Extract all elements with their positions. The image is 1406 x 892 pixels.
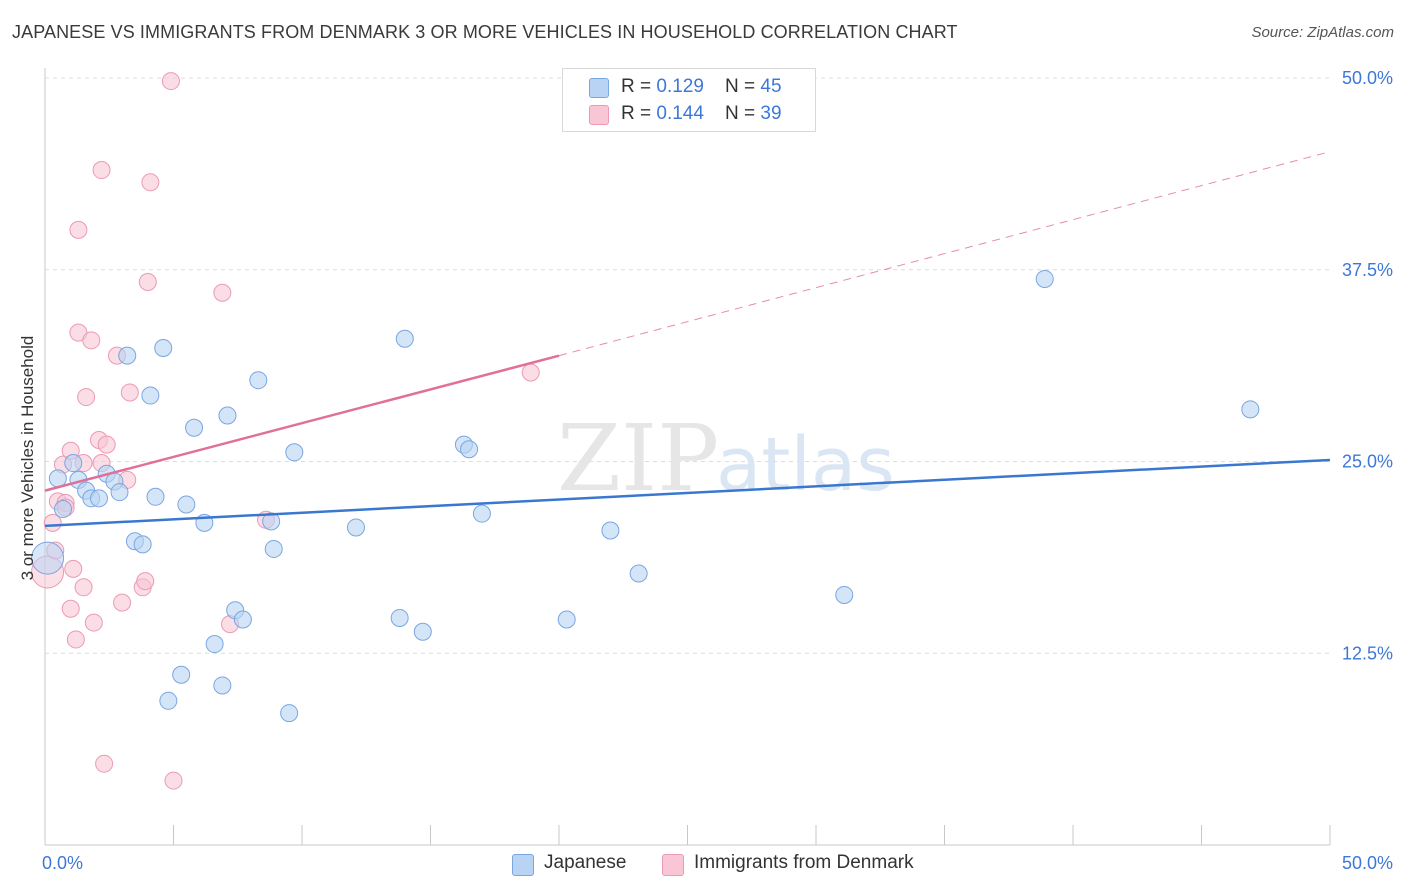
denmark-point-31 — [161, 72, 180, 91]
denmark-point-32 — [164, 771, 183, 790]
denmark-point-8 — [61, 599, 80, 618]
denmark-point-11 — [69, 220, 88, 239]
bottom-legend-swatch-denmark — [662, 854, 684, 876]
japanese-point-42 — [835, 585, 854, 604]
japanese-point-27 — [249, 371, 268, 390]
trend-lines — [44, 151, 1331, 528]
japanese-point-7 — [89, 489, 108, 508]
legend-r-label-denmark: R = — [621, 103, 657, 124]
tick-labels: 12.5% 25.0% 37.5% 50.0% 0.0% 50.0% — [42, 68, 1393, 873]
japanese-point-10 — [110, 483, 129, 502]
correlation-legend: R = 0.129 N = 45 R = 0.144 N = 39 — [562, 68, 816, 132]
axes — [44, 68, 1331, 846]
denmark-trend-line — [44, 354, 560, 492]
denmark-point-17 — [84, 613, 103, 632]
watermark-zip: ZIP — [557, 405, 719, 512]
japanese-point-18 — [172, 665, 191, 684]
legend-n-value-denmark: 39 — [760, 103, 782, 124]
japanese-point-37 — [460, 440, 479, 459]
japanese-point-3 — [64, 454, 83, 473]
legend-n-label-denmark: N = — [725, 103, 761, 124]
source-label: Source: ZipAtlas.com — [1251, 24, 1394, 41]
denmark-point-21 — [95, 754, 114, 773]
denmark-point-36 — [521, 363, 540, 382]
y-tick-label-2: 37.5% — [1342, 260, 1393, 280]
y-tick-label-0: 12.5% — [1342, 643, 1393, 663]
japanese-point-16 — [154, 338, 173, 357]
japanese-point-1 — [48, 469, 67, 488]
japanese-point-13 — [133, 535, 152, 554]
bottom-legend-label-japanese: Japanese — [544, 852, 627, 873]
japanese-point-39 — [557, 610, 576, 629]
denmark-point-15 — [77, 388, 96, 407]
legend-swatch-japanese — [589, 78, 609, 98]
japanese-point-32 — [346, 518, 365, 537]
grid-lines — [45, 77, 1330, 654]
denmark-point-33 — [213, 283, 232, 302]
legend-swatch-denmark — [589, 105, 609, 125]
watermark-atlas: atlas — [716, 422, 895, 508]
japanese-point-17 — [159, 691, 178, 710]
denmark-point-9 — [64, 559, 83, 578]
legend-r-value-denmark: 0.144 — [656, 103, 704, 124]
japanese-point-34 — [395, 329, 414, 348]
japanese-point-23 — [213, 676, 232, 695]
japanese-point-29 — [264, 539, 283, 558]
japanese-point-38 — [472, 504, 491, 523]
japanese-point-44 — [1241, 400, 1260, 419]
japanese-point-14 — [141, 386, 160, 405]
denmark-point-30 — [141, 173, 160, 192]
denmark-point-1 — [43, 513, 62, 532]
x-tick-label-max: 50.0% — [1342, 853, 1393, 873]
denmark-point-22 — [97, 435, 116, 454]
japanese-point-2 — [53, 500, 72, 519]
y-tick-label-3: 50.0% — [1342, 68, 1393, 88]
denmark-points — [31, 72, 540, 790]
denmark-point-24 — [113, 593, 132, 612]
japanese-point-43 — [1035, 269, 1054, 288]
legend-n-value-japanese: 45 — [760, 76, 782, 97]
bottom-legend-label-denmark: Immigrants from Denmark — [694, 852, 914, 873]
x-tick-label-min: 0.0% — [42, 853, 83, 873]
japanese-point-35 — [413, 622, 432, 641]
denmark-point-14 — [74, 578, 93, 597]
denmark-point-29 — [138, 273, 157, 292]
japanese-point-22 — [205, 635, 224, 654]
japanese-point-24 — [218, 406, 237, 425]
japanese-point-11 — [118, 346, 137, 365]
japanese-point-20 — [185, 418, 204, 437]
y-tick-label-1: 25.0% — [1342, 452, 1393, 472]
denmark-point-10 — [66, 630, 85, 649]
japanese-point-26 — [233, 610, 252, 629]
denmark-point-20 — [92, 161, 111, 180]
denmark-trend-extension — [558, 151, 1331, 357]
japanese-point-30 — [280, 704, 299, 723]
japanese-point-28 — [262, 512, 281, 531]
denmark-point-26 — [120, 383, 139, 402]
bottom-legend-swatch-japanese — [512, 854, 534, 876]
japanese-point-40 — [601, 521, 620, 540]
japanese-point-0 — [31, 541, 65, 575]
japanese-point-33 — [390, 608, 409, 627]
denmark-point-16 — [82, 331, 101, 350]
japanese-point-41 — [629, 564, 648, 583]
legend-r-value-japanese: 0.129 — [656, 76, 704, 97]
y-axis-label: 3 or more Vehicles in Household — [18, 335, 37, 581]
denmark-point-28 — [136, 572, 155, 591]
japanese-trend-line — [44, 458, 1331, 528]
watermark: ZIP atlas — [557, 405, 895, 512]
japanese-point-19 — [177, 495, 196, 514]
japanese-point-15 — [146, 487, 165, 506]
legend-r-label-japanese: R = — [621, 76, 657, 97]
legend-n-label-japanese: N = — [725, 76, 761, 97]
chart-title: JAPANESE VS IMMIGRANTS FROM DENMARK 3 OR… — [12, 22, 958, 42]
japanese-point-31 — [285, 443, 304, 462]
